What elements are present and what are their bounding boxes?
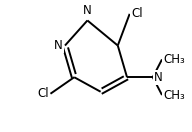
Text: CH₃: CH₃ [163, 89, 185, 102]
Text: N: N [83, 4, 92, 17]
Text: CH₃: CH₃ [163, 53, 185, 66]
Text: N: N [54, 39, 63, 52]
Text: Cl: Cl [131, 7, 143, 20]
Text: N: N [154, 71, 163, 84]
Text: Cl: Cl [37, 87, 49, 100]
